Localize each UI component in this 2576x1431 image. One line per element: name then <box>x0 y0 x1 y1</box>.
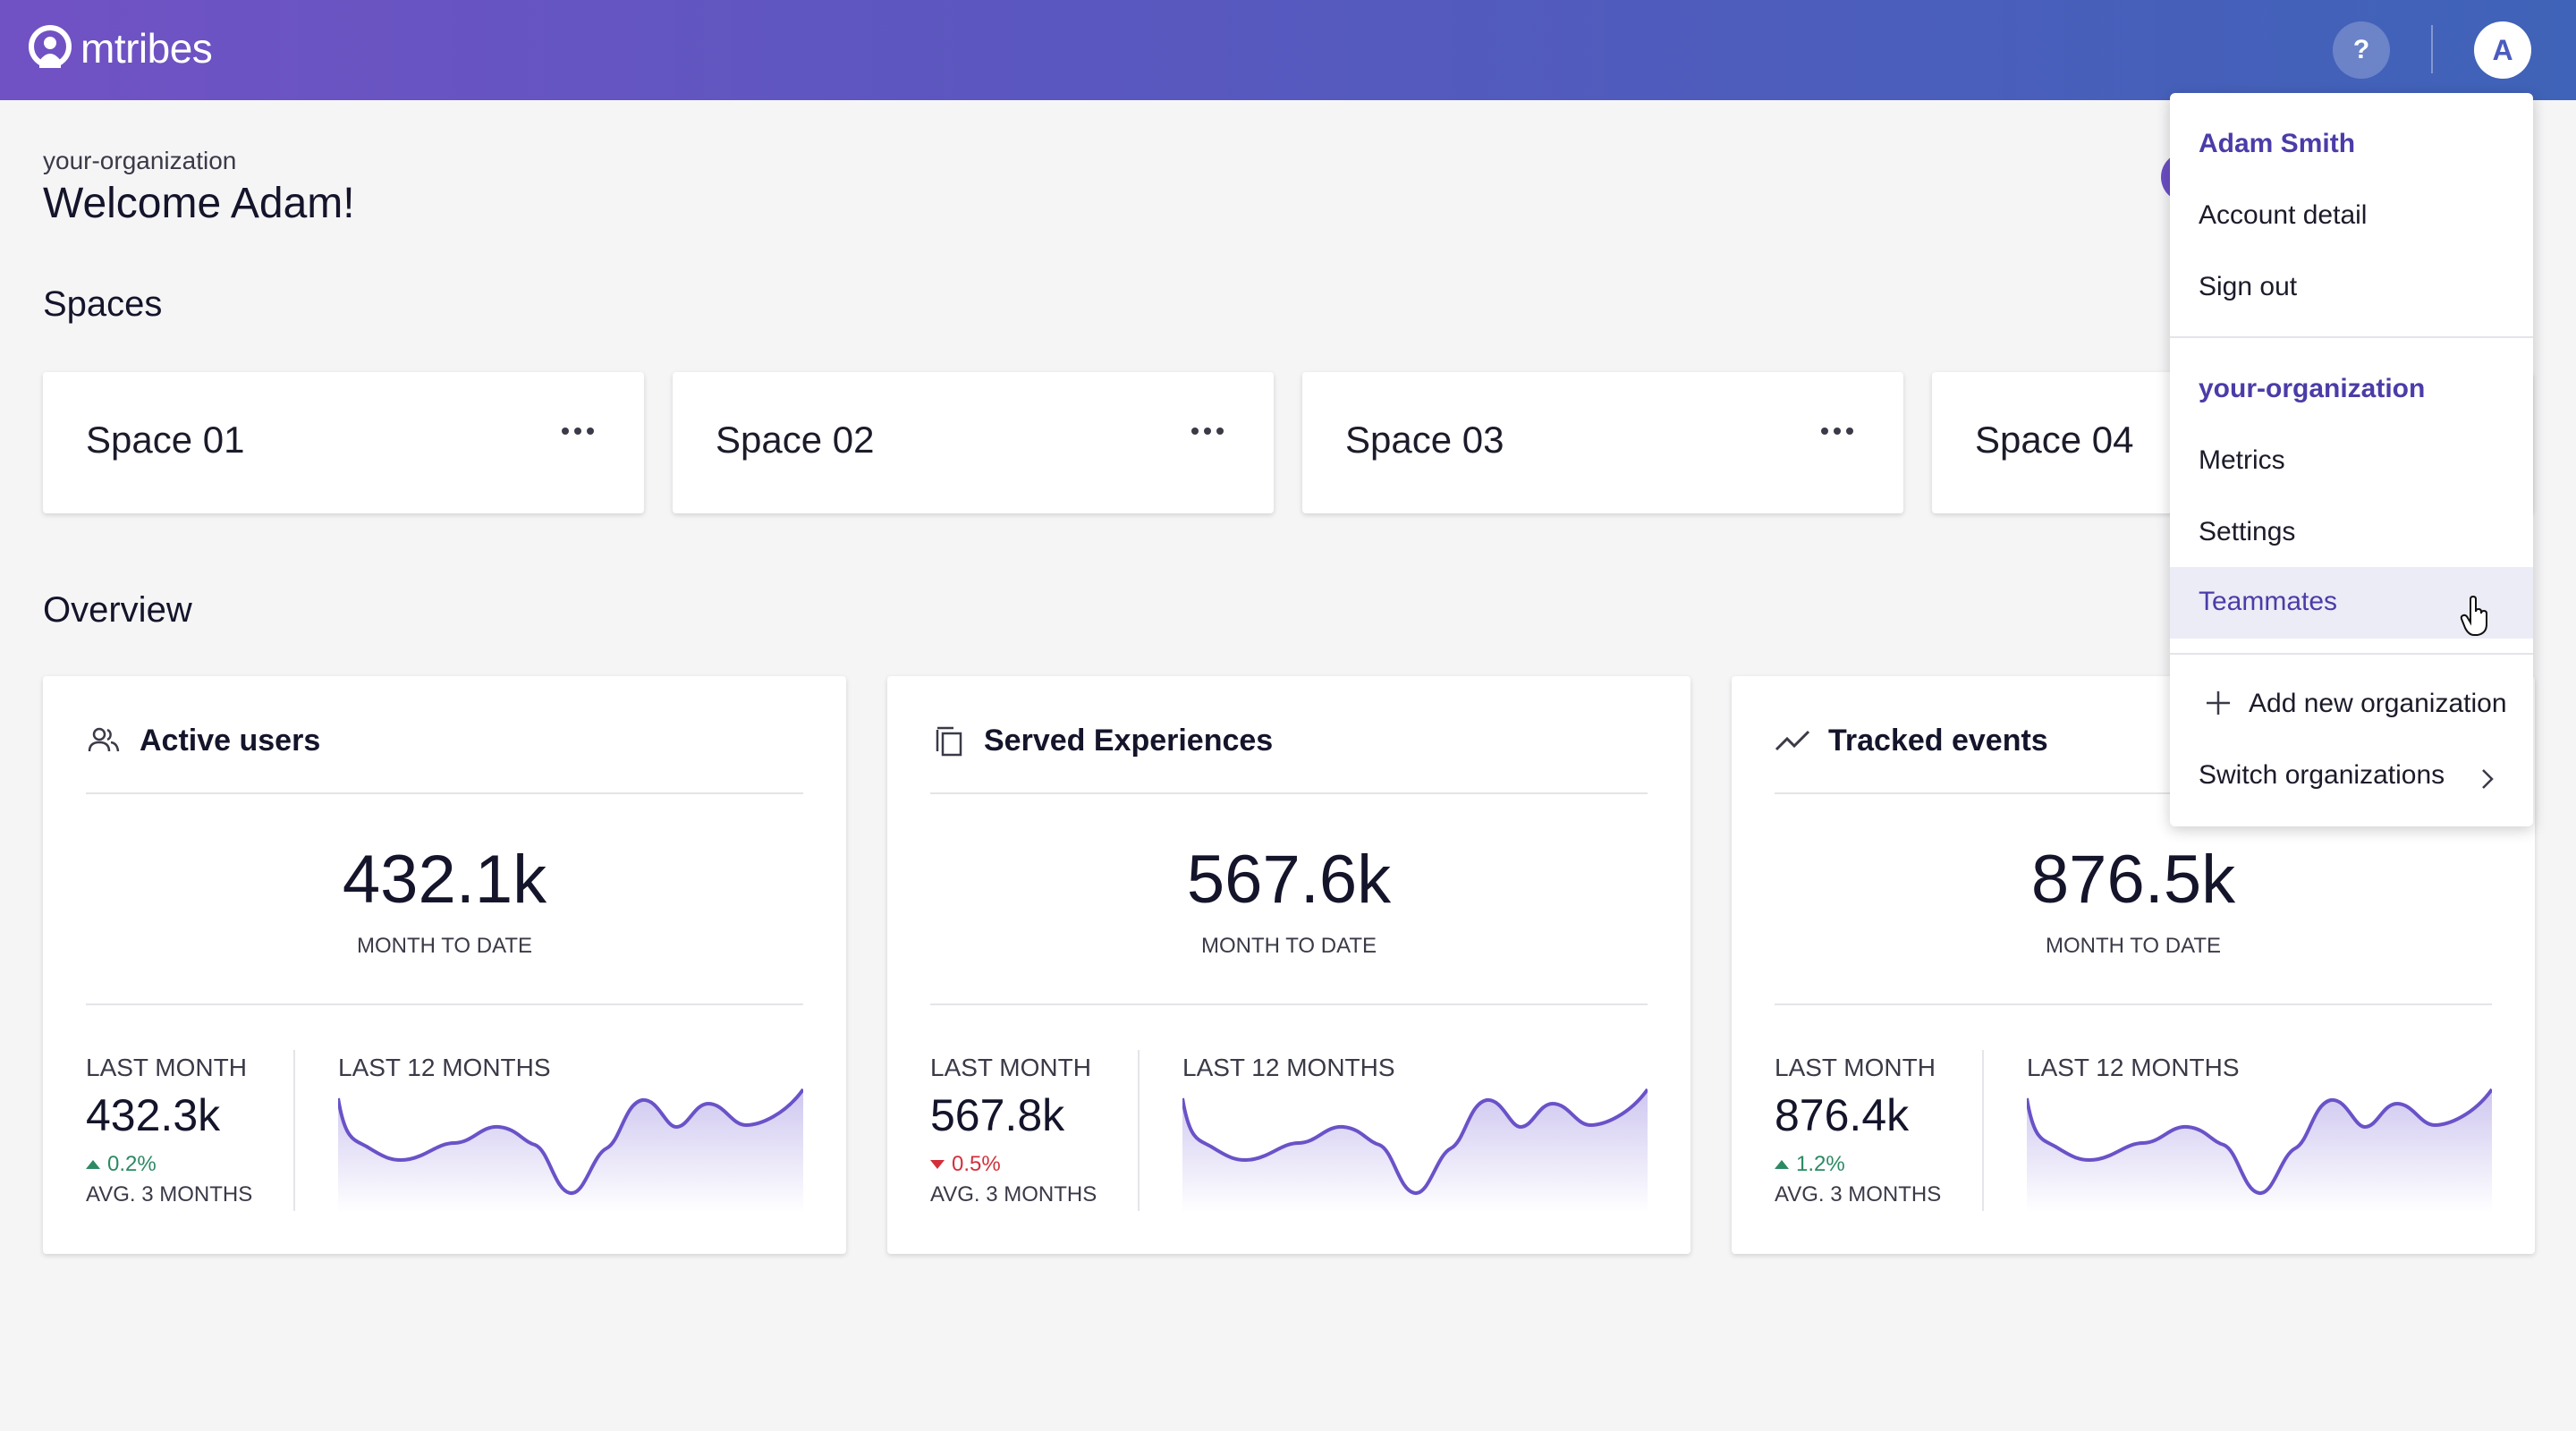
menu-item-switch-organizations[interactable]: Switch organizations <box>2199 760 2445 790</box>
organization-caption: your-organization <box>43 147 237 174</box>
space-name: Space 02 <box>716 419 875 461</box>
divider <box>1775 1003 2492 1005</box>
users-icon <box>88 727 120 752</box>
arrow-up-icon <box>1775 1160 1789 1169</box>
menu-item-label: Teammates <box>2199 587 2338 616</box>
change-value: 0.2% <box>107 1152 157 1176</box>
change-value: 1.2% <box>1796 1152 1845 1176</box>
avg-label: AVG. 3 MONTHS <box>930 1182 1097 1207</box>
divider <box>930 792 1648 794</box>
card-header: Active users <box>86 723 320 758</box>
metric-period: MONTH TO DATE <box>2045 934 2221 958</box>
menu-item-account-detail[interactable]: Account detail <box>2199 200 2368 230</box>
sparkline-line <box>2027 1088 2492 1195</box>
avg-label: AVG. 3 MONTHS <box>1775 1182 1942 1207</box>
help-button[interactable]: ? <box>2333 21 2390 79</box>
metric-period: MONTH TO DATE <box>1200 934 1377 958</box>
space-name: Space 04 <box>1975 419 2134 461</box>
last-month-label: LAST MONTH <box>86 1054 247 1081</box>
menu-org-name: your-organization <box>2199 374 2426 403</box>
change-value: 0.5% <box>952 1152 1001 1176</box>
last-month-label: LAST MONTH <box>1775 1054 1936 1081</box>
metric-period: MONTH TO DATE <box>356 934 532 958</box>
brand-name: mtribes <box>80 25 213 72</box>
divider <box>86 792 803 794</box>
card-title: Tracked events <box>1828 723 2048 758</box>
card-title: Served Experiences <box>984 723 1274 758</box>
menu-item-metrics[interactable]: Metrics <box>2199 445 2285 475</box>
vertical-divider <box>293 1050 295 1211</box>
space-card[interactable]: Space 03 <box>1302 372 1903 513</box>
card-header: Tracked events <box>1775 723 2048 758</box>
sparkline-area <box>338 1089 803 1213</box>
divider <box>1775 792 2492 794</box>
last-12-months-label: LAST 12 MONTHS <box>1182 1054 1395 1081</box>
sparkline-area <box>2027 1089 2492 1213</box>
chevron-right-icon <box>2482 769 2494 789</box>
brand-logo[interactable]: mtribes <box>27 23 213 73</box>
spaces-heading: Spaces <box>43 284 163 324</box>
sparkline-line <box>338 1088 803 1195</box>
avatar-button[interactable]: A <box>2474 21 2531 79</box>
sparkline-chart <box>338 1088 803 1213</box>
overview-heading: Overview <box>43 590 192 630</box>
last-month-label: LAST MONTH <box>930 1054 1091 1081</box>
menu-item-add-organization[interactable]: Add new organization <box>2249 689 2507 718</box>
header-divider <box>2431 25 2433 73</box>
last-month-value: 876.4k <box>1775 1090 1910 1140</box>
menu-divider <box>2170 653 2533 655</box>
card-header: Served Experiences <box>930 723 1273 758</box>
space-card[interactable]: Space 02 <box>673 372 1274 513</box>
metric-value: 876.5k <box>2030 842 2236 918</box>
top-bar: mtribes ? A <box>0 0 2576 100</box>
last-12-months-label: LAST 12 MONTHS <box>338 1054 551 1081</box>
active-users-card: Active users 432.1k MONTH TO DATE LAST M… <box>43 676 846 1254</box>
menu-item-sign-out[interactable]: Sign out <box>2199 272 2298 301</box>
change-indicator: 1.2% <box>1775 1152 1845 1177</box>
served-experiences-card: Served Experiences 567.6k MONTH TO DATE … <box>887 676 1690 1254</box>
vertical-divider <box>1982 1050 1984 1211</box>
menu-item-settings[interactable]: Settings <box>2199 517 2296 546</box>
arrow-down-icon <box>930 1160 945 1169</box>
trending-icon <box>1775 730 1810 751</box>
metric-value: 432.1k <box>342 842 547 918</box>
divider <box>86 1003 803 1005</box>
metric-value: 567.6k <box>1186 842 1392 918</box>
space-name: Space 01 <box>86 419 245 461</box>
change-indicator: 0.5% <box>930 1152 1001 1177</box>
change-indicator: 0.2% <box>86 1152 157 1177</box>
arrow-up-icon <box>86 1160 100 1169</box>
menu-user-name: Adam Smith <box>2199 129 2356 158</box>
sparkline-chart <box>2027 1088 2492 1213</box>
more-options-icon[interactable] <box>1191 428 1224 435</box>
last-month-value: 567.8k <box>930 1090 1065 1140</box>
avg-label: AVG. 3 MONTHS <box>86 1182 253 1207</box>
space-name: Space 03 <box>1345 419 1504 461</box>
space-card[interactable]: Space 01 <box>43 372 644 513</box>
copy-icon <box>936 726 962 757</box>
sparkline-chart <box>1182 1088 1648 1213</box>
sparkline-line <box>1182 1088 1648 1195</box>
sparkline-area <box>1182 1089 1648 1213</box>
more-options-icon[interactable] <box>562 428 594 435</box>
plus-icon <box>2207 691 2230 715</box>
divider <box>930 1003 1648 1005</box>
vertical-divider <box>1138 1050 1140 1211</box>
more-options-icon[interactable] <box>1821 428 1853 435</box>
last-12-months-label: LAST 12 MONTHS <box>2027 1054 2240 1081</box>
hand-cursor-icon <box>2460 596 2487 636</box>
last-month-value: 432.3k <box>86 1090 221 1140</box>
logo-mark-icon <box>29 25 72 68</box>
page-title: Welcome Adam! <box>43 180 355 227</box>
card-title: Active users <box>140 723 321 758</box>
account-menu: Adam Smith Account detail Sign out your-… <box>2170 93 2533 826</box>
menu-divider <box>2170 336 2533 338</box>
